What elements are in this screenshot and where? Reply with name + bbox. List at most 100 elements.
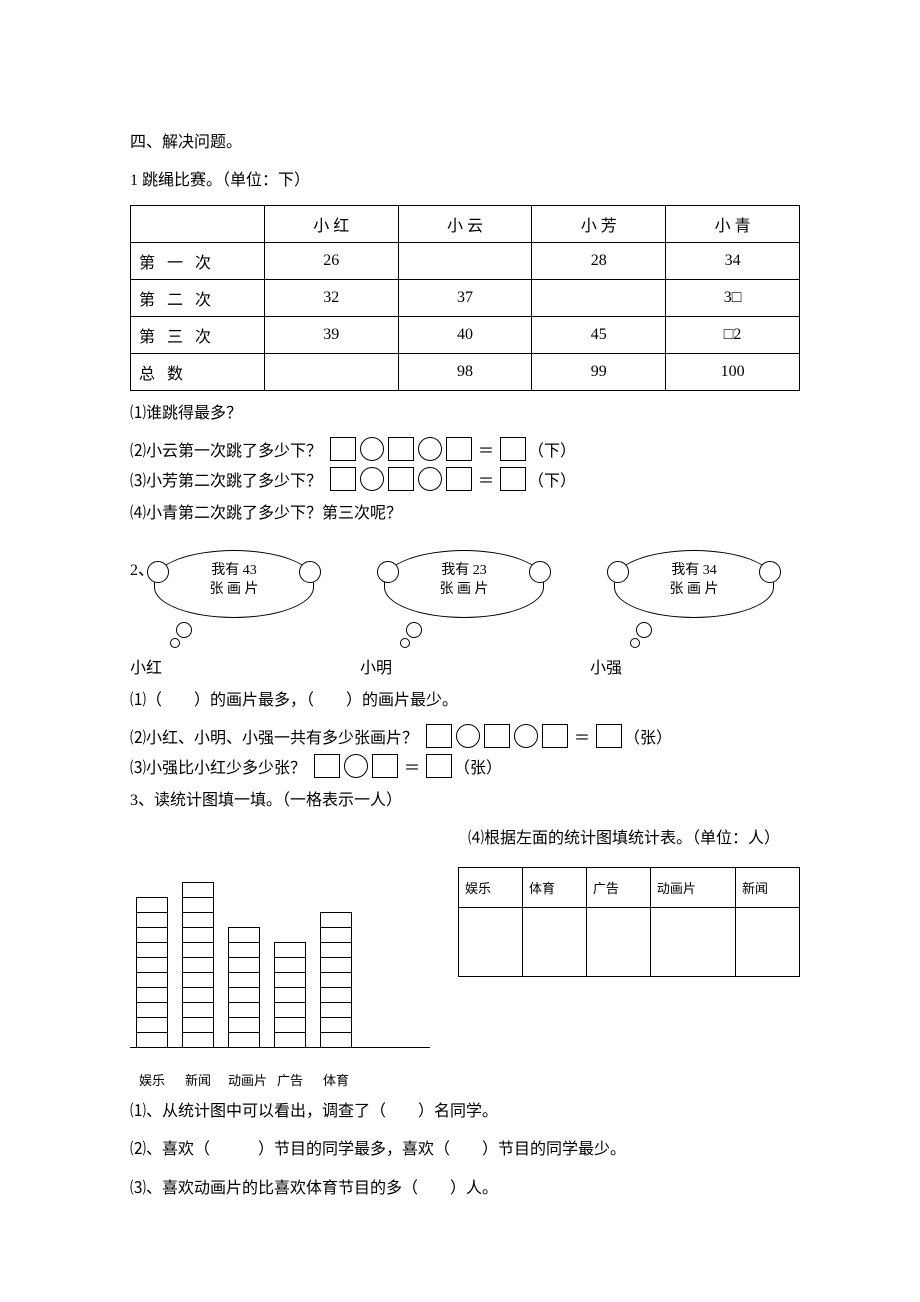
cloud-text: 张 画 片 bbox=[627, 580, 761, 600]
x-label: 体育 bbox=[320, 1070, 352, 1089]
speech-cloud: 我有 34 张 画 片 bbox=[614, 550, 774, 618]
bar-cell bbox=[228, 972, 260, 987]
bar-cell bbox=[182, 957, 214, 972]
blank-box[interactable] bbox=[500, 437, 526, 461]
q1-sub3-label: ⑶小芳第二次跳了多少下？ bbox=[130, 467, 322, 491]
q2-sub3: ⑶小强比小红少多少张？ ＝ （张） bbox=[130, 754, 800, 778]
bar-cell bbox=[228, 942, 260, 957]
cloud-text: 张 画 片 bbox=[167, 580, 301, 600]
op-circle[interactable] bbox=[418, 467, 442, 491]
blank-box[interactable] bbox=[542, 724, 568, 748]
cell: □2 bbox=[666, 316, 800, 353]
section-header: 四、解决问题。 bbox=[130, 128, 800, 158]
blank-box[interactable] bbox=[446, 437, 472, 461]
q1-sub2-label: ⑵小云第一次跳了多少下？ bbox=[130, 437, 322, 461]
bar-cell bbox=[182, 987, 214, 1002]
blank-box[interactable] bbox=[484, 724, 510, 748]
bar-cell bbox=[182, 1017, 214, 1032]
blank-box[interactable] bbox=[500, 467, 526, 491]
equals: ＝ bbox=[404, 754, 420, 778]
cell: 26 bbox=[264, 242, 398, 279]
cloud-unit: 我有 23 张 画 片 bbox=[384, 550, 544, 648]
bar-cell bbox=[274, 987, 306, 1002]
equals: ＝ bbox=[478, 467, 494, 491]
q3-sub1: ⑴、从统计图中可以看出，调查了（ ）名同学。 bbox=[130, 1097, 800, 1127]
bar-cell bbox=[320, 972, 352, 987]
bar bbox=[320, 912, 352, 1047]
blank-box[interactable] bbox=[388, 437, 414, 461]
bar-cell bbox=[320, 1002, 352, 1017]
speech-cloud: 我有 23 张 画 片 bbox=[384, 550, 544, 618]
bar-cell bbox=[182, 1002, 214, 1017]
blank-box[interactable] bbox=[372, 754, 398, 778]
blank-box[interactable] bbox=[330, 467, 356, 491]
blank-box[interactable] bbox=[596, 724, 622, 748]
bar-cell bbox=[136, 912, 168, 927]
cloud-tail bbox=[170, 622, 314, 648]
bar-cell bbox=[136, 1017, 168, 1032]
q1-sub1: ⑴谁跳得最多？ bbox=[130, 399, 800, 429]
x-label: 娱乐 bbox=[136, 1070, 168, 1089]
unit: （张） bbox=[624, 724, 672, 748]
jump-table: 小 红 小 云 小 芳 小 青 第 一 次 26 28 34 第 二 次 32 … bbox=[130, 205, 800, 391]
q3-sub2: ⑵、喜欢（ ）节目的同学最多，喜欢（ ）节目的同学最少。 bbox=[130, 1135, 800, 1165]
bar-cell bbox=[228, 957, 260, 972]
table-row: 小 红 小 云 小 芳 小 青 bbox=[131, 205, 800, 242]
cell[interactable] bbox=[650, 907, 735, 976]
op-circle[interactable] bbox=[344, 754, 368, 778]
blank-box[interactable] bbox=[330, 437, 356, 461]
blank-box[interactable] bbox=[314, 754, 340, 778]
op-circle[interactable] bbox=[360, 467, 384, 491]
cell[interactable] bbox=[459, 907, 523, 976]
cell[interactable] bbox=[586, 907, 650, 976]
bar-cell bbox=[182, 912, 214, 927]
cloud-text: 我有 43 bbox=[167, 561, 301, 581]
x-label: 广告 bbox=[274, 1070, 306, 1089]
bar-cell bbox=[274, 1017, 306, 1032]
cell[interactable] bbox=[522, 907, 586, 976]
bar bbox=[136, 897, 168, 1047]
op-circle[interactable] bbox=[418, 437, 442, 461]
cell: 体育 bbox=[522, 867, 586, 907]
cloud-tail bbox=[630, 622, 774, 648]
blank-box[interactable] bbox=[426, 754, 452, 778]
op-circle[interactable] bbox=[360, 437, 384, 461]
cell[interactable] bbox=[736, 907, 800, 976]
cell bbox=[532, 279, 666, 316]
blank-box[interactable] bbox=[388, 467, 414, 491]
cloud-unit: 我有 43 张 画 片 bbox=[154, 550, 314, 648]
op-circle[interactable] bbox=[514, 724, 538, 748]
bar-cell bbox=[136, 987, 168, 1002]
op-circle[interactable] bbox=[456, 724, 480, 748]
bar-cell bbox=[136, 897, 168, 912]
bar-cell bbox=[274, 1032, 306, 1047]
table-row: 第 三 次 39 40 45 □2 bbox=[131, 316, 800, 353]
q2-sub1: ⑴（ ）的画片最多，（ ）的画片最少。 bbox=[130, 686, 800, 716]
table-row bbox=[459, 907, 800, 976]
cell: 小 云 bbox=[398, 205, 532, 242]
bar-cell bbox=[228, 1002, 260, 1017]
cell: 第 三 次 bbox=[131, 316, 265, 353]
blank-box[interactable] bbox=[446, 467, 472, 491]
name-label: 小强 bbox=[590, 654, 750, 678]
name-label: 小明 bbox=[360, 654, 520, 678]
blank-box[interactable] bbox=[426, 724, 452, 748]
bar-cell bbox=[320, 927, 352, 942]
cell: 39 bbox=[264, 316, 398, 353]
bar-cell bbox=[228, 987, 260, 1002]
cell bbox=[264, 353, 398, 390]
cloud-text: 我有 23 bbox=[397, 561, 531, 581]
cell: 37 bbox=[398, 279, 532, 316]
bar-cell bbox=[182, 1032, 214, 1047]
cell: 第 二 次 bbox=[131, 279, 265, 316]
bar bbox=[228, 927, 260, 1047]
cell: 3□ bbox=[666, 279, 800, 316]
bar-cell bbox=[320, 942, 352, 957]
cell: 娱乐 bbox=[459, 867, 523, 907]
cloud-text: 我有 34 bbox=[627, 561, 761, 581]
stat-table: 娱乐 体育 广告 动画片 新闻 bbox=[458, 867, 800, 977]
cloud-tail bbox=[400, 622, 544, 648]
clouds-row: 我有 43 张 画 片 我有 23 张 画 片 我有 34 张 画 片 bbox=[154, 550, 774, 648]
bar-cell bbox=[320, 957, 352, 972]
table-row: 第 一 次 26 28 34 bbox=[131, 242, 800, 279]
